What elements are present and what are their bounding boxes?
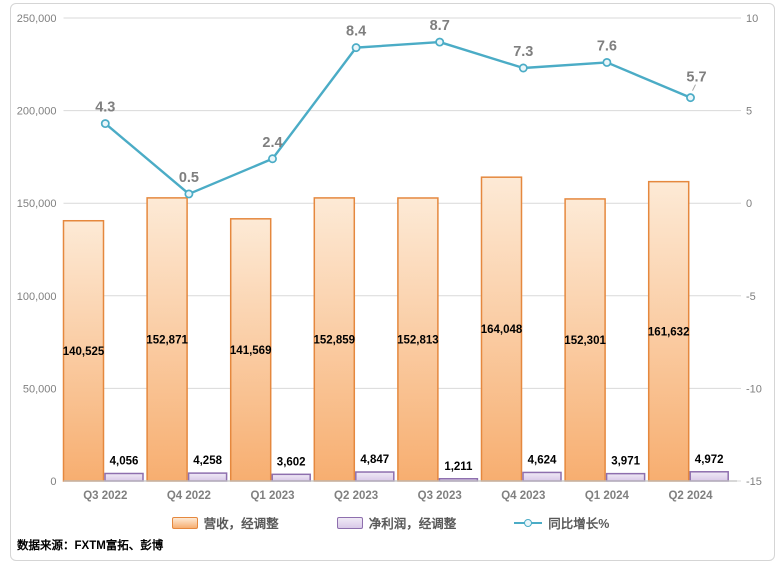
growth-label: 5.7 [686, 70, 706, 86]
right-axis-tick-label: -15 [746, 476, 762, 488]
bar-profit [271, 473, 311, 482]
bar-profit-label: 4,847 [360, 454, 389, 466]
growth-label: 0.5 [179, 170, 199, 186]
growth-marker [686, 93, 695, 103]
legend-item-growth: 同比增长% [514, 513, 609, 532]
growth-marker [268, 154, 277, 164]
growth-label: 7.3 [513, 44, 533, 60]
x-axis-label: Q2 2024 [668, 490, 713, 502]
growth-marker [602, 57, 612, 67]
growth-marker [100, 119, 110, 129]
bar-revenue-label: 152,813 [397, 334, 439, 346]
bar-revenue-label: 161,632 [648, 326, 690, 338]
x-axis-label: Q1 2024 [585, 490, 630, 502]
source-note: 数据来源：FXTM富拓、彭博 [17, 540, 164, 552]
left-axis-tick-label: 250,000 [17, 13, 57, 25]
bar-revenue [480, 176, 523, 482]
x-axis-label: Q1 2023 [250, 490, 294, 502]
bar-profit [187, 472, 228, 482]
legend-label-growth: 同比增长% [548, 517, 610, 531]
bar-profit-label: 3,971 [611, 456, 640, 468]
bar-revenue [229, 218, 272, 482]
x-axis-label: Q3 2023 [418, 490, 462, 502]
left-axis-tick-label: 0 [50, 476, 56, 488]
left-axis-tick-label: 100,000 [17, 291, 57, 303]
chart-legend: 营收，经调整 净利润，经调整 同比增长% [0, 513, 781, 532]
growth-dot-icon [524, 518, 533, 527]
chart-frame [10, 3, 775, 561]
right-axis-tick-label: 5 [746, 106, 752, 118]
revenue-swatch-icon [171, 516, 198, 529]
left-axis-tick-label: 150,000 [17, 198, 57, 210]
bar-profit-label: 1,211 [444, 461, 473, 473]
bar-profit-label: 3,602 [277, 456, 306, 468]
growth-marker [351, 43, 361, 53]
bar-profit [104, 472, 144, 482]
bar-revenue-label: 141,569 [230, 345, 272, 357]
bar-revenue [647, 180, 690, 482]
x-axis-label: Q2 2023 [334, 490, 378, 502]
growth-line [104, 40, 691, 196]
growth-marker [435, 37, 445, 47]
legend-item-revenue: 营收，经调整 [171, 513, 279, 532]
bar-profit [355, 471, 395, 482]
right-axis-tick-label: 0 [746, 198, 752, 210]
x-axis-label: Q3 2022 [83, 490, 127, 502]
bar-revenue-label: 140,525 [63, 346, 105, 358]
growth-label: 2.4 [262, 135, 282, 151]
bar-revenue [564, 198, 606, 482]
bar-revenue-label: 152,871 [146, 334, 188, 346]
bar-profit-label: 4,258 [193, 455, 222, 467]
bar-revenue-label: 164,048 [481, 324, 523, 336]
bar-profit-label: 4,972 [695, 454, 724, 466]
legend-item-profit: 净利润，经调整 [336, 513, 457, 532]
bar-profit [522, 471, 562, 482]
left-axis-tick-label: 200,000 [17, 106, 57, 118]
growth-label: 8.4 [346, 24, 366, 40]
growth-label-leader [692, 84, 696, 91]
bar-profit-label: 4,056 [110, 455, 139, 467]
right-axis-tick-label: -5 [746, 291, 756, 303]
legend-label-revenue: 营收，经调整 [203, 517, 279, 531]
x-axis-label: Q4 2022 [167, 490, 211, 502]
right-axis-tick-label: -10 [746, 383, 762, 395]
growth-marker [518, 63, 528, 73]
growth-marker [184, 189, 194, 199]
right-axis-tick-label: 10 [746, 13, 758, 25]
profit-swatch-icon [336, 516, 363, 529]
x-axis-label: Q4 2023 [501, 490, 545, 502]
growth-label: 8.7 [430, 18, 450, 34]
bar-profit-label: 4,624 [528, 454, 557, 466]
bar-revenue-label: 152,859 [314, 334, 356, 346]
growth-label: 4.3 [95, 100, 115, 116]
bar-revenue-label: 152,301 [564, 335, 606, 347]
growth-line-marker-icon [514, 518, 543, 528]
left-axis-tick-label: 50,000 [23, 383, 57, 395]
bar-profit [605, 472, 646, 482]
growth-label: 7.6 [597, 38, 617, 54]
legend-label-profit: 净利润，经调整 [368, 517, 457, 531]
bar-revenue [62, 219, 105, 482]
bar-profit [689, 471, 729, 482]
